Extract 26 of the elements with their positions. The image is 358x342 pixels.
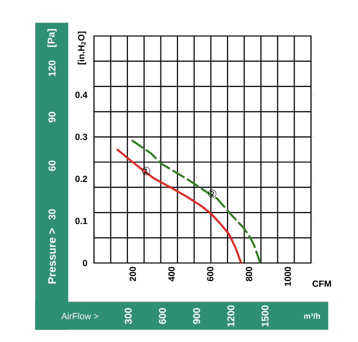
y-tick-label: 0.2 bbox=[75, 176, 88, 182]
y2-tick-label: 60 bbox=[48, 160, 56, 171]
y-axis-title: [in.H$_{2}$O] bbox=[78, 32, 86, 64]
y2-tick-label: 90 bbox=[48, 112, 56, 122]
text: Pressure > bbox=[48, 228, 56, 284]
y-tick-label: 0 bbox=[82, 260, 88, 266]
x2-tick-label: 1500 bbox=[262, 305, 269, 326]
x-tick-label: 1000 bbox=[284, 266, 291, 286]
x2-tick-label: 600 bbox=[158, 308, 166, 324]
y2-tick-label: 120 bbox=[48, 60, 56, 76]
x2-tick-label: 300 bbox=[124, 308, 132, 324]
y2-tick-label: 30 bbox=[48, 209, 56, 220]
y-tick-label: 0.4 bbox=[75, 92, 88, 98]
line-series bbox=[116, 148, 242, 263]
x-tick-label: 200 bbox=[130, 266, 136, 282]
y2-axis-title: [Pa] bbox=[47, 29, 57, 47]
x2-tick-label: 1200 bbox=[227, 305, 234, 326]
x-tick-label: 400 bbox=[168, 266, 175, 282]
x2-tick-label: 900 bbox=[193, 308, 200, 324]
text: AirFlow > bbox=[61, 312, 98, 320]
line-series bbox=[130, 139, 262, 263]
y-tick-label: 0.3 bbox=[75, 134, 88, 140]
x-tick-label: 600 bbox=[207, 266, 214, 282]
y-tick-label: 0.1 bbox=[75, 218, 88, 224]
x-tick-label: 800 bbox=[246, 266, 252, 282]
x-axis-title: CFM bbox=[312, 280, 331, 287]
